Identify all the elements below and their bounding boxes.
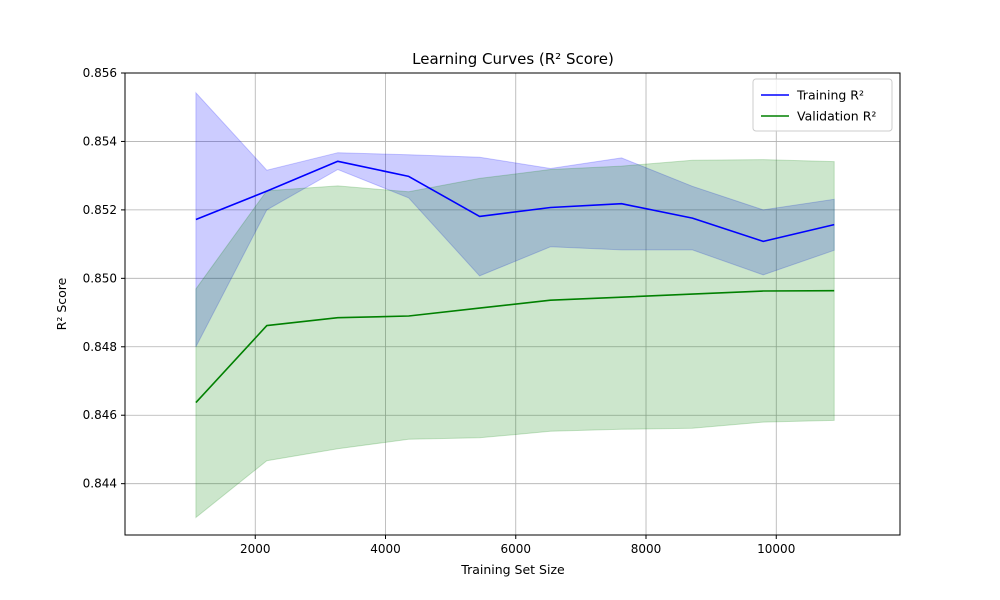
training-r-line [195, 160, 835, 243]
series-lines [195, 160, 835, 404]
legend-label-validation-r: Validation R² [797, 109, 876, 124]
x-tick-label: 6000 [500, 542, 531, 556]
y-tick-label: 0.856 [83, 66, 117, 80]
y-tick-label: 0.848 [83, 340, 117, 354]
y-tick-label: 0.846 [83, 408, 117, 422]
y-tick-label: 0.854 [83, 134, 117, 148]
chart-title: Learning Curves (R² Score) [412, 50, 614, 68]
validation-r-band [195, 159, 835, 519]
y-tick-label: 0.850 [83, 271, 117, 285]
legend-label-training-r: Training R² [796, 88, 864, 103]
plot-area [124, 72, 901, 536]
legend: Training R² Validation R² [752, 78, 893, 132]
x-tick-label: 4000 [370, 542, 401, 556]
y-axis-ticks: 0.844 0.846 0.848 0.850 0.852 0.854 0.856 [83, 66, 125, 491]
y-axis-label: R² Score [54, 277, 69, 330]
training-r-band [195, 91, 835, 348]
confidence-bands [195, 91, 835, 519]
x-tick-label: 8000 [631, 542, 662, 556]
plot-frame [124, 72, 901, 536]
x-axis-label: Training Set Size [460, 562, 565, 577]
x-tick-label: 2000 [240, 542, 271, 556]
x-tick-label: 10000 [757, 542, 795, 556]
legend-box [752, 78, 893, 132]
y-tick-label: 0.852 [83, 203, 117, 217]
y-tick-label: 0.844 [83, 477, 117, 491]
validation-r-line [195, 289, 835, 404]
x-axis-ticks: 2000 4000 6000 8000 10000 [240, 535, 795, 556]
